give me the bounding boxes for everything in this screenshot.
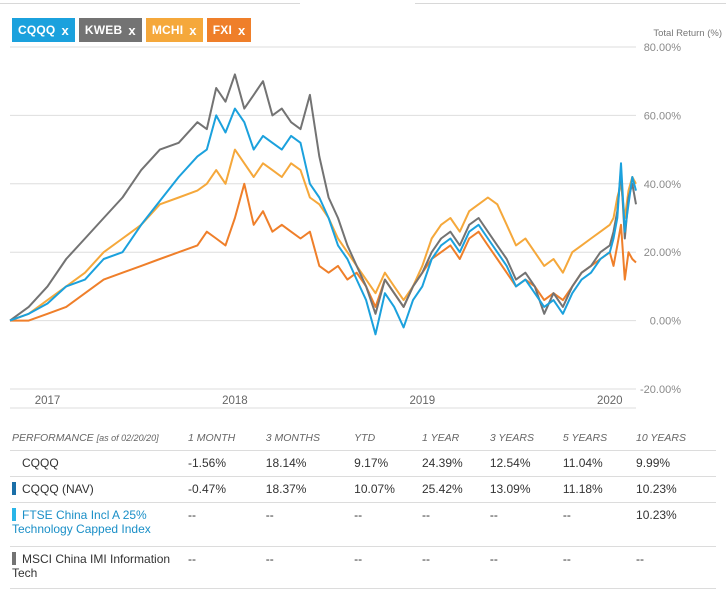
remove-kweb-button[interactable]: x	[128, 22, 136, 38]
col-1-year: 1 YEAR	[422, 432, 460, 444]
col-ytd: YTD	[354, 432, 376, 444]
legend-chip-label: MCHI	[151, 23, 184, 37]
x-tick-label: 2020	[597, 395, 623, 407]
legend-chip-kweb[interactable]: KWEB x	[78, 18, 142, 42]
table-cell: --	[487, 546, 561, 589]
table-cell: -0.47%	[186, 476, 264, 503]
y-tick-label: -20.00%	[640, 384, 681, 396]
performance-title: PERFORMANCE	[12, 432, 94, 444]
table-cell: --	[263, 546, 353, 589]
table-cell: --	[186, 502, 264, 547]
row-name[interactable]: FTSE China Incl A 25% Technology Capped …	[10, 502, 186, 547]
table-row: FTSE China Incl A 25% Technology Capped …	[10, 502, 716, 547]
table-cell: 12.54%	[487, 450, 561, 477]
col-10-years: 10 YEARS	[636, 432, 687, 444]
legend-chip-label: KWEB	[84, 23, 123, 37]
x-tick-label: 2018	[222, 395, 248, 407]
axis-labels: 80.00% 60.00% 40.00% 20.00% 0.00% -20.00% Tota…	[35, 28, 722, 407]
legend-chip-label: CQQQ	[18, 23, 56, 37]
table-row: CQQQ -1.56% 18.14% 9.17% 24.39% 12.54% 1…	[10, 450, 716, 477]
series-line-mchi	[9, 148, 637, 322]
table-cell: --	[560, 502, 635, 547]
row-name-text: MSCI China IMI Information Tech	[12, 552, 171, 580]
series-lines	[9, 73, 637, 336]
x-tick-label: 2019	[410, 395, 436, 407]
table-cell: --	[634, 546, 716, 589]
table-cell: --	[420, 502, 488, 547]
table-cell: --	[487, 502, 561, 547]
table-cell: 11.18%	[560, 476, 635, 503]
y-tick-label: 0.00%	[650, 316, 681, 328]
y-tick-label: 40.00%	[644, 179, 682, 191]
row-name: CQQQ	[10, 450, 186, 477]
table-cell: --	[420, 546, 488, 589]
row-color-swatch	[12, 552, 16, 565]
performance-header-row: PERFORMANCE [as of 02/20/20] 1 MONTH 3 M…	[10, 428, 716, 451]
col-3-months: 3 MONTHS	[265, 432, 321, 444]
tab-edge-right	[415, 0, 726, 4]
row-name: CQQQ (NAV)	[10, 476, 186, 503]
col-3-years: 3 YEARS	[489, 432, 534, 444]
y-tick-label: 60.00%	[644, 110, 682, 122]
legend-chip-mchi[interactable]: MCHI x	[145, 18, 203, 42]
table-cell: 10.23%	[634, 502, 716, 547]
row-color-swatch	[12, 482, 16, 495]
y-tick-label: 80.00%	[644, 42, 682, 54]
chart-svg: 80.00% 60.00% 40.00% 20.00% 0.00% -20.00% Tota…	[9, 28, 722, 409]
col-1-month: 1 MONTH	[188, 432, 236, 444]
table-row: MSCI China IMI Information Tech -- -- --…	[10, 546, 716, 589]
table-cell: 24.39%	[420, 450, 488, 477]
table-cell: 18.14%	[263, 450, 353, 477]
legend-chip-label: FXI	[212, 23, 232, 37]
series-line-kweb	[9, 73, 637, 322]
tab-edge-left	[0, 0, 300, 4]
index-link[interactable]: FTSE China Incl A 25% Technology Capped …	[12, 508, 151, 536]
table-row: CQQQ (NAV) -0.47% 18.37% 10.07% 25.42% 1…	[10, 476, 716, 503]
series-line-cqqq	[9, 107, 637, 336]
table-cell: --	[186, 546, 264, 589]
legend-chip-cqqq[interactable]: CQQQ x	[12, 18, 75, 42]
row-name: MSCI China IMI Information Tech	[10, 546, 186, 589]
table-cell: 10.23%	[634, 476, 716, 503]
table-cell: --	[263, 502, 353, 547]
table-cell: 25.42%	[420, 476, 488, 503]
performance-chart: 80.00% 60.00% 40.00% 20.00% 0.00% -20.00% Tota…	[9, 28, 722, 409]
as-of-date: [as of 02/20/20]	[96, 433, 159, 443]
table-cell: 10.07%	[352, 476, 420, 503]
row-color-swatch	[12, 508, 16, 521]
legend-chips: CQQQ x KWEB x MCHI x FXI x	[12, 18, 252, 42]
table-cell: 18.37%	[263, 476, 353, 503]
remove-cqqq-button[interactable]: x	[61, 22, 69, 38]
y-tick-label: 20.00%	[644, 247, 682, 259]
x-tick-label: 2017	[35, 395, 61, 407]
y-axis-title: Total Return (%)	[653, 28, 722, 39]
top-tab-strip	[0, 0, 726, 6]
table-cell: 11.04%	[560, 450, 635, 477]
remove-mchi-button[interactable]: x	[189, 22, 197, 38]
performance-table: PERFORMANCE [as of 02/20/20] 1 MONTH 3 M…	[10, 428, 716, 589]
gridlines	[10, 46, 636, 409]
table-cell: 9.99%	[634, 450, 716, 477]
table-cell: -1.56%	[186, 450, 264, 477]
row-name-text: CQQQ (NAV)	[22, 482, 94, 496]
table-cell: --	[352, 502, 420, 547]
table-cell: 13.09%	[487, 476, 561, 503]
row-name-text: CQQQ	[22, 456, 59, 470]
performance-header-label: PERFORMANCE [as of 02/20/20]	[10, 428, 186, 451]
table-cell: --	[560, 546, 635, 589]
table-cell: 9.17%	[352, 450, 420, 477]
table-cell: --	[352, 546, 420, 589]
col-5-years: 5 YEARS	[562, 432, 608, 444]
remove-fxi-button[interactable]: x	[238, 22, 246, 38]
legend-chip-fxi[interactable]: FXI x	[206, 18, 252, 42]
